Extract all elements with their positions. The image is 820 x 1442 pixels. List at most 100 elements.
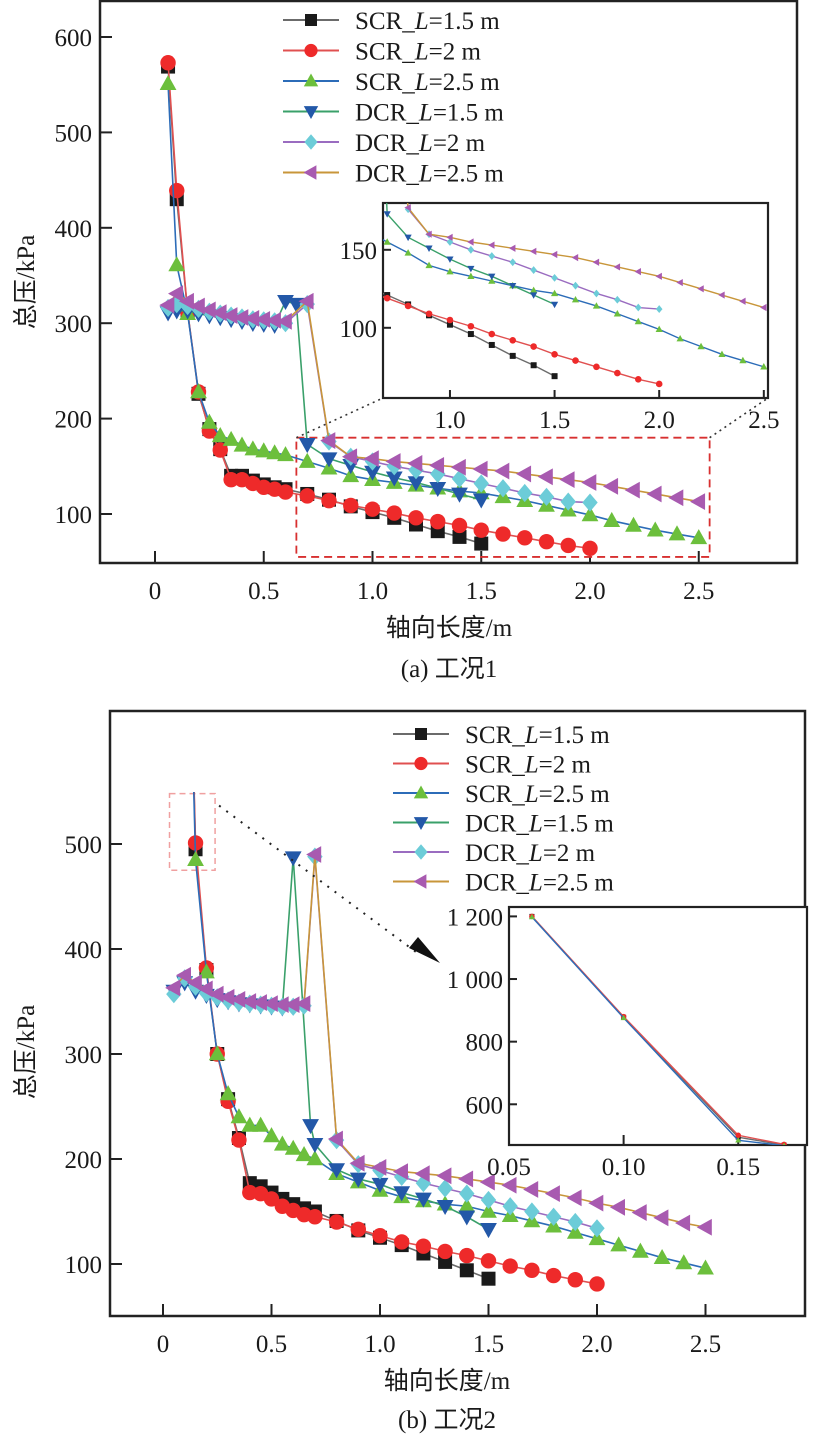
caption-a: (a) 工况1: [401, 656, 498, 683]
data-point: [458, 1197, 476, 1213]
data-point: [352, 224, 359, 230]
data-point: [588, 1230, 606, 1246]
data-point: [559, 471, 575, 489]
data-point: [321, 3, 327, 10]
data-point: [502, 1258, 518, 1274]
data-point: [634, 268, 641, 276]
zoom-box: [168, 792, 216, 871]
data-point: [467, 265, 475, 273]
data-point: [408, 510, 424, 526]
data-point: [230, 991, 246, 1008]
data-point: [459, 1247, 475, 1264]
data-point: [277, 484, 294, 500]
data-point: [593, 363, 600, 371]
data-point: [614, 295, 621, 304]
x-tick-label: 1.0: [364, 1331, 395, 1358]
x-tick-label: 2.0: [581, 1331, 612, 1358]
chart-a: 100 200 300 400 500 600 0 0.5 1.0 1.5 2.0 2.5 总压/k…: [12, 0, 799, 683]
legend-item: SCR_L=1.5 m: [393, 722, 610, 749]
y-tick-label: 600: [466, 1092, 504, 1119]
legend-label: DCR_L=2.5 m: [465, 870, 614, 897]
data-point: [320, 432, 336, 449]
data-point: [653, 1209, 669, 1227]
data-point: [529, 247, 537, 255]
data-point: [488, 330, 496, 338]
data-point: [609, 1198, 625, 1216]
data-point: [190, 383, 207, 399]
x-tick-label: 0: [149, 578, 162, 605]
data-point: [620, 1014, 627, 1021]
data-point: [551, 351, 558, 358]
series-line: [383, 292, 555, 377]
y-tick-label: 300: [55, 311, 93, 338]
legend-item: SCR_L=1.5 m: [283, 8, 500, 35]
data-point: [222, 307, 238, 324]
data-point: [494, 462, 510, 480]
data-point: [342, 7, 349, 15]
data-point: [625, 516, 642, 532]
caption-b: (b) 工况2: [398, 1407, 496, 1434]
data-point: [407, 455, 423, 472]
data-point: [675, 1214, 691, 1232]
data-point: [581, 506, 599, 522]
data-point: [342, 281, 349, 288]
legend-marker-icon: [415, 728, 427, 740]
data-point: [488, 341, 495, 348]
data-point: [446, 316, 454, 324]
legend-label: DCR_L=2.5 m: [355, 161, 504, 188]
data-point: [690, 493, 706, 510]
data-point: [415, 1192, 432, 1208]
data-point: [436, 1167, 452, 1185]
data-point: [321, 268, 328, 275]
data-point: [538, 487, 555, 506]
data-point: [509, 258, 517, 267]
x-tick-label: 2.5: [748, 407, 779, 434]
data-point: [739, 356, 747, 364]
legend-marker-icon: [414, 756, 428, 771]
plot-frame-a: [98, 0, 799, 565]
data-point: [277, 446, 294, 462]
data-point: [425, 261, 433, 269]
data-point: [159, 296, 175, 314]
data-point: [300, 4, 307, 10]
y-tick-label: 1 200: [447, 904, 503, 931]
data-point: [265, 311, 281, 329]
data-point: [452, 529, 467, 544]
legend-item: SCR_L=2 m: [283, 39, 482, 66]
data-point: [328, 1214, 345, 1230]
zoom-box: [295, 436, 711, 558]
series-dcr-l-2.5-m: [159, 285, 706, 510]
data-point: [517, 530, 533, 546]
legend-item: DCR_L=2 m: [393, 840, 596, 867]
series-line: [383, 296, 660, 385]
legend-label: DCR_L=1.5 m: [465, 811, 614, 838]
data-point: [537, 468, 553, 486]
legend-marker-icon: [304, 134, 318, 150]
inset-axes: 100 150 1.0 1.5 2.0 2.5: [340, 238, 780, 434]
data-point: [211, 427, 229, 443]
data-point: [342, 276, 348, 282]
y-tick-label: 1 000: [447, 967, 503, 994]
data-point: [386, 505, 402, 521]
data-point: [342, 221, 349, 227]
data-point: [488, 252, 496, 260]
data-point: [634, 303, 642, 312]
data-point: [572, 357, 579, 364]
x-tick-label: 2.0: [644, 407, 675, 434]
data-point: [251, 994, 267, 1011]
data-point: [211, 304, 227, 322]
data-point: [263, 1127, 280, 1143]
data-point: [509, 282, 517, 290]
data-point: [189, 297, 205, 315]
inset-chart-a: 100 150 1.0 1.5 2.0 2.5: [290, 3, 780, 439]
data-point: [349, 1154, 365, 1172]
legend-label: DCR_L=1.5 m: [355, 100, 504, 127]
data-point: [451, 469, 468, 488]
data-point: [233, 436, 251, 452]
data-point: [613, 263, 621, 271]
x-tick-label: 2.5: [690, 1331, 721, 1358]
data-point: [290, 189, 297, 196]
zoom-region-box-b: [168, 792, 216, 871]
data-point: [589, 1219, 605, 1238]
